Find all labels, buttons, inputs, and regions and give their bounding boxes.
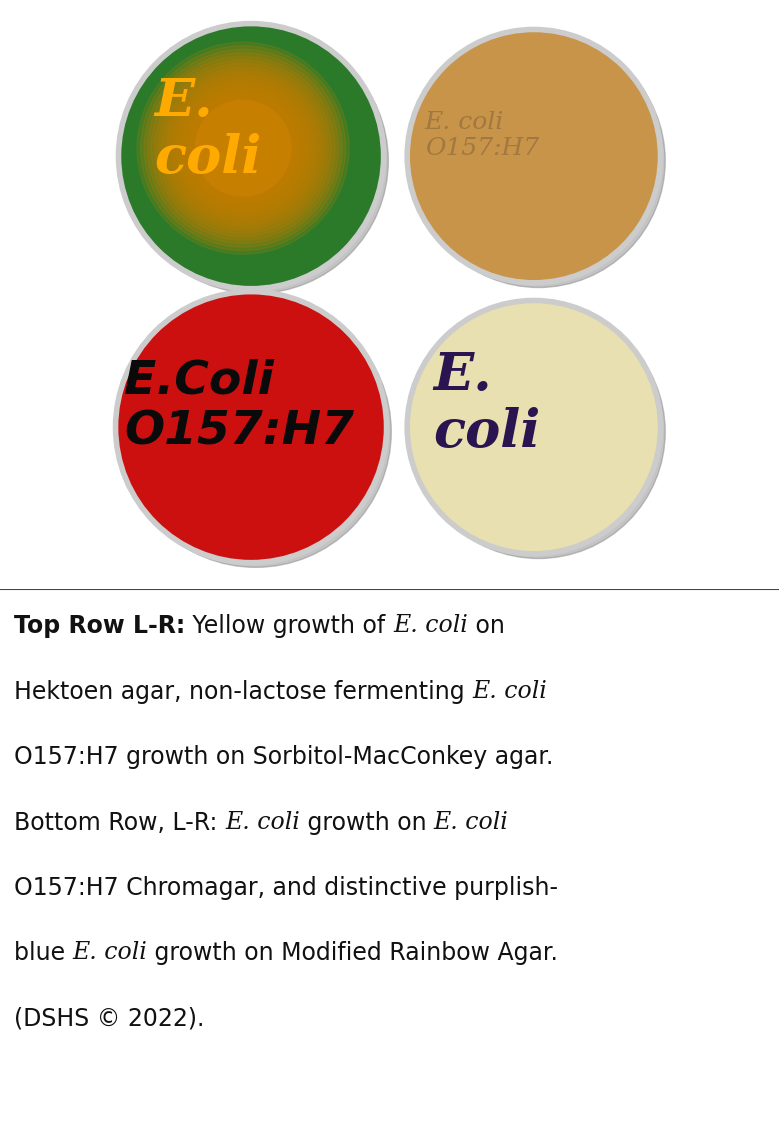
Text: growth on Modified Rainbow Agar.: growth on Modified Rainbow Agar. xyxy=(147,942,559,966)
Text: E. coli: E. coli xyxy=(472,680,547,702)
Circle shape xyxy=(148,53,339,244)
Circle shape xyxy=(194,98,293,198)
Circle shape xyxy=(151,56,335,240)
Text: E. coli
O157:H7: E. coli O157:H7 xyxy=(425,111,539,160)
Circle shape xyxy=(215,120,271,176)
Text: Bottom Row, L-R:: Bottom Row, L-R: xyxy=(14,811,225,834)
Text: blue: blue xyxy=(14,942,72,966)
Text: Hektoen agar, non-lactose fermenting: Hektoen agar, non-lactose fermenting xyxy=(14,680,472,704)
Circle shape xyxy=(137,42,349,254)
Circle shape xyxy=(240,144,247,152)
Text: E. coli: E. coli xyxy=(434,811,509,834)
Text: E. coli: E. coli xyxy=(72,942,147,964)
Circle shape xyxy=(208,113,278,183)
Circle shape xyxy=(211,117,275,180)
Circle shape xyxy=(407,30,661,283)
Circle shape xyxy=(412,305,665,558)
Circle shape xyxy=(232,137,254,159)
Circle shape xyxy=(218,124,268,173)
Text: O157:H7 Chromagar, and distinctive purplish-: O157:H7 Chromagar, and distinctive purpl… xyxy=(14,876,558,900)
Text: (DSHS © 2022).: (DSHS © 2022). xyxy=(14,1007,204,1031)
Circle shape xyxy=(165,71,321,227)
Circle shape xyxy=(158,63,328,233)
Text: E. coli: E. coli xyxy=(393,614,467,637)
Circle shape xyxy=(144,49,342,247)
Circle shape xyxy=(412,34,665,287)
Circle shape xyxy=(222,127,264,169)
Circle shape xyxy=(196,101,291,196)
Text: on: on xyxy=(467,614,505,638)
Circle shape xyxy=(172,78,314,219)
Circle shape xyxy=(204,110,282,188)
Circle shape xyxy=(179,85,307,212)
Text: O157:H7 growth on Sorbitol-MacConkey agar.: O157:H7 growth on Sorbitol-MacConkey aga… xyxy=(14,745,553,769)
Text: E.
coli: E. coli xyxy=(434,350,541,458)
Circle shape xyxy=(201,105,286,191)
Text: E.
coli: E. coli xyxy=(153,76,261,184)
Circle shape xyxy=(120,296,391,567)
Text: Top Row L-R:: Top Row L-R: xyxy=(14,614,185,638)
Text: E. coli: E. coli xyxy=(225,811,300,834)
Circle shape xyxy=(183,88,303,208)
Circle shape xyxy=(115,292,386,563)
Circle shape xyxy=(155,59,332,237)
Text: Yellow growth of: Yellow growth of xyxy=(185,614,393,638)
Circle shape xyxy=(197,102,289,194)
Circle shape xyxy=(162,66,324,230)
Circle shape xyxy=(169,74,317,222)
Circle shape xyxy=(190,95,296,201)
Circle shape xyxy=(186,92,300,205)
Text: E.Coli
O157:H7: E.Coli O157:H7 xyxy=(125,359,354,454)
Circle shape xyxy=(229,134,257,162)
Circle shape xyxy=(176,81,310,215)
Circle shape xyxy=(118,24,383,288)
Circle shape xyxy=(236,141,250,156)
Text: growth on: growth on xyxy=(300,811,434,834)
Circle shape xyxy=(140,46,346,251)
Circle shape xyxy=(225,130,261,166)
Circle shape xyxy=(123,29,388,293)
Circle shape xyxy=(407,301,661,554)
